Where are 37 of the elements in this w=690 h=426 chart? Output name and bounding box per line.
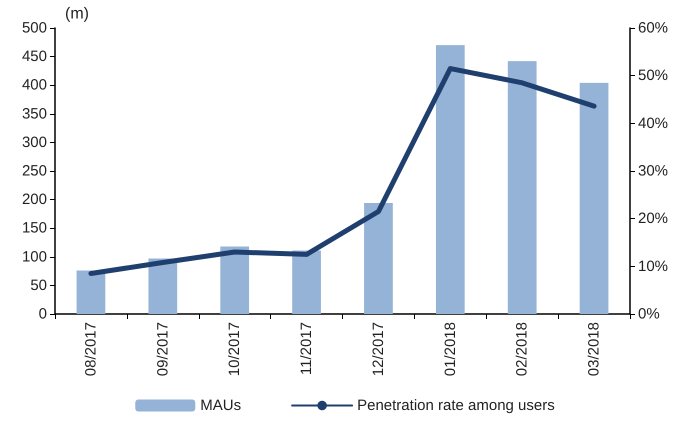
x-tick-label: 01/2018 [442,322,459,376]
y2-tick-label: 50% [638,67,668,84]
legend-label: MAUs [200,397,242,414]
y-tick-label: 200 [22,191,47,208]
y-tick-label: 100 [22,248,47,266]
bar [76,270,106,314]
bar [364,203,393,314]
y-tick-label: 150 [22,220,47,237]
y-tick-label: 350 [22,105,47,122]
y-axis-title: (m) [65,6,89,22]
y-tick-label: 50 [30,276,47,294]
x-tick-label: 10/2017 [226,322,244,376]
y-tick-label: 500 [22,20,47,36]
x-tick-label: 12/2017 [370,322,387,376]
x-tick-label: 08/2017 [82,322,100,376]
x-tick-label: 09/2017 [154,322,172,376]
y2-tick-label: 40% [638,114,668,132]
y-tick-label: 400 [22,76,47,94]
x-tick-label: 03/2018 [586,322,603,376]
y2-tick-label: 10% [638,258,668,275]
bar [580,82,608,314]
y2-tick-label: 60% [638,20,668,36]
bar [148,258,178,314]
y-tick-label: 300 [22,134,47,151]
y2-tick-label: 30% [638,162,668,180]
y-tick-label: 450 [22,48,47,66]
y-tick-label: 0 [38,306,47,322]
bar [220,246,250,314]
x-tick-label: 02/2018 [514,322,531,376]
y2-tick-label: 0% [638,306,660,322]
bar [292,250,321,314]
y-tick-label: 250 [22,162,47,180]
x-tick-label: 11/2017 [298,322,316,376]
y2-tick-label: 20% [638,210,668,228]
legend-label: Penetration rate among users [357,397,555,414]
bar [436,45,465,314]
bar [508,61,537,314]
